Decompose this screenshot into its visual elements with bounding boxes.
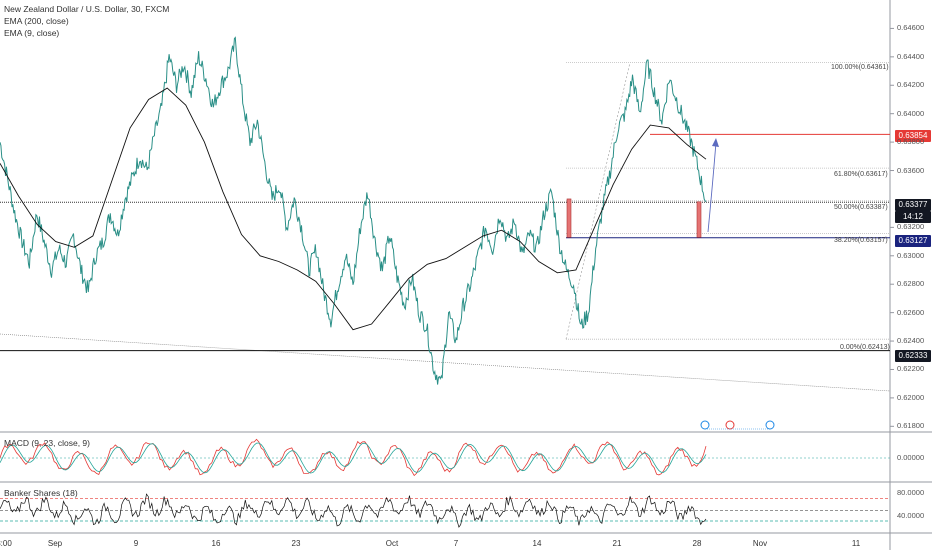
fib-label-100: 100.00%(0.64361)	[831, 64, 889, 71]
ema9-legend[interactable]: EMA (9, close)	[4, 28, 60, 38]
projection-arrow	[707, 141, 717, 233]
x-tick-label: 11	[851, 539, 861, 548]
range-marker-right	[696, 201, 702, 238]
price-tag-blue-level[interactable]: 0.63127	[895, 235, 931, 247]
y-tick-label: 0.63200	[897, 222, 925, 232]
chart-title: New Zealand Dollar / U.S. Dollar, 30, FX…	[4, 4, 170, 14]
y-tick-label: 0.63000	[897, 250, 925, 260]
y-tick-label: 0.64000	[897, 108, 925, 118]
price-line	[0, 36, 707, 385]
macd-tick-label: 0.00000	[897, 453, 925, 462]
event-icon	[765, 420, 775, 430]
x-tick-label: 14	[532, 539, 542, 548]
y-tick-label: 0.62600	[897, 307, 925, 317]
banker-shares-plot	[0, 493, 890, 528]
x-tick-label: Nov	[752, 539, 768, 548]
x-tick-label: 9	[133, 539, 139, 548]
projection-arrow-head	[712, 138, 719, 147]
fib-label-50: 50.00%(0.63387)	[834, 204, 888, 211]
x-tick-label: 7	[453, 539, 459, 548]
x-tick-label: Sep	[47, 539, 63, 548]
price-tag-black-level[interactable]: 0.62333	[895, 350, 931, 362]
event-icon	[700, 420, 710, 430]
banker-tick-label: 40.0000	[897, 511, 925, 521]
y-tick-label: 0.62200	[897, 364, 925, 374]
fib-label-618: 61.80%(0.63617)	[834, 171, 888, 178]
fibonacci-retracement[interactable]	[565, 61, 890, 340]
price-series	[0, 36, 707, 385]
y-tick-label: 0.64600	[897, 23, 925, 33]
banker-tick-label: 80.0000	[897, 487, 925, 497]
ema200-legend[interactable]: EMA (200, close)	[4, 16, 69, 26]
x-tick-label: 28	[692, 539, 702, 548]
x-tick-label: 16	[211, 539, 221, 548]
x-tick-label: 8:00	[0, 539, 12, 548]
y-tick-label: 0.64400	[897, 51, 925, 61]
y-tick-label: 0.62400	[897, 336, 925, 346]
y-tick-label: 0.62800	[897, 279, 925, 289]
y-tick-label: 0.61800	[897, 421, 925, 431]
drawings[interactable]	[566, 138, 775, 430]
banker-legend[interactable]: Banker Shares (18)	[4, 488, 78, 498]
horizontal-levels[interactable]	[0, 133, 890, 352]
x-tick-label: Oct	[385, 539, 399, 548]
fib-label-0: 0.00%(0.62413)	[840, 344, 890, 351]
y-tick-label: 0.63800	[897, 137, 925, 147]
macd-legend[interactable]: MACD (9, 23, close, 9)	[4, 438, 90, 448]
x-tick-label: 23	[291, 539, 301, 548]
banker-line	[0, 493, 707, 528]
fib-trend-line	[565, 62, 631, 340]
trend-line	[0, 333, 891, 392]
x-tick-label: 21	[612, 539, 622, 548]
range-marker-left	[566, 198, 572, 238]
macd-plot	[0, 438, 890, 477]
fib-label-382: 38.20%(0.63157)	[834, 237, 888, 244]
y-tick-label: 0.62000	[897, 392, 925, 402]
price-tag-last[interactable]: 0.63377	[895, 199, 931, 211]
price-tag-red-level[interactable]: 0.63854	[895, 130, 931, 142]
macd-signal-line	[0, 442, 707, 474]
countdown-tag: 14:12	[895, 211, 931, 223]
event-icon	[725, 420, 735, 430]
ema200-line	[0, 87, 707, 331]
y-tick-label: 0.63600	[897, 165, 925, 175]
y-tick-label: 0.64200	[897, 80, 925, 90]
